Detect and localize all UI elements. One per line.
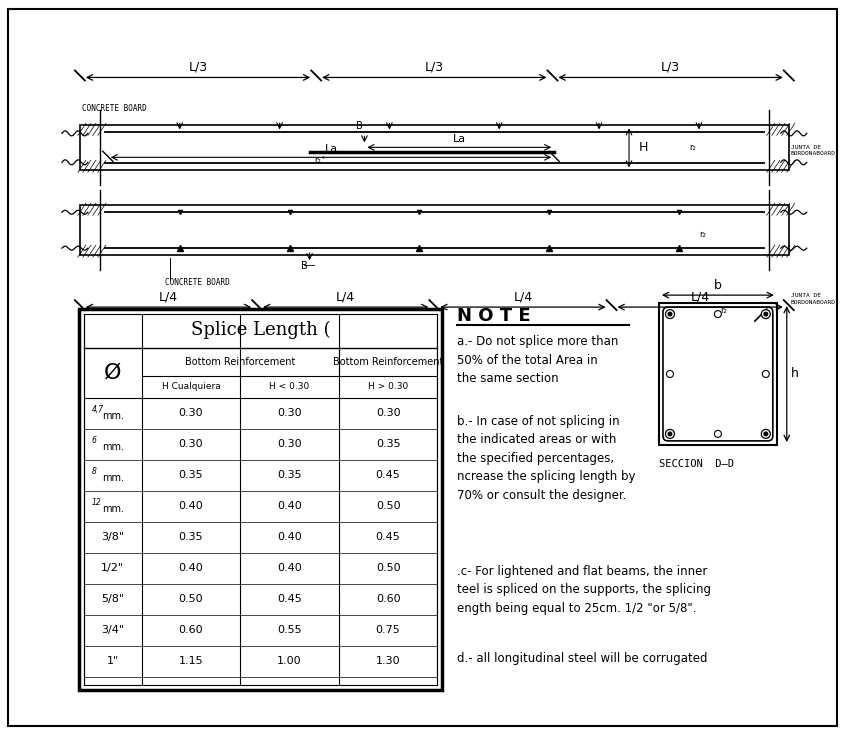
Text: 0.50: 0.50 — [179, 594, 203, 604]
Text: 0.45: 0.45 — [376, 470, 400, 481]
Text: 0.60: 0.60 — [376, 594, 400, 604]
Text: mm.: mm. — [102, 412, 124, 421]
Text: L/3: L/3 — [661, 60, 680, 74]
Bar — [79, 309, 442, 689]
Circle shape — [714, 431, 722, 437]
Text: mm.: mm. — [102, 442, 124, 452]
Text: .c- For lightened and flat beams, the inner
teel is spliced on the supports, the: .c- For lightened and flat beams, the in… — [458, 564, 711, 614]
Text: H Cualquiera: H Cualquiera — [162, 382, 221, 392]
Text: ₁: ₁ — [321, 154, 324, 160]
Text: La: La — [324, 144, 338, 154]
Text: 0.30: 0.30 — [179, 440, 203, 449]
Text: H < 0.30: H < 0.30 — [269, 382, 310, 392]
Text: a.- Do not splice more than
50% of the total Area in
the same section: a.- Do not splice more than 50% of the t… — [458, 335, 618, 385]
Text: SECCION  D–D: SECCION D–D — [659, 459, 734, 469]
Text: Splice Length (: Splice Length ( — [191, 321, 331, 339]
Text: 12: 12 — [92, 498, 102, 507]
Text: H > 0.30: H > 0.30 — [368, 382, 408, 392]
Text: h: h — [791, 368, 799, 381]
Circle shape — [761, 309, 771, 318]
Text: r₂: r₂ — [689, 143, 695, 152]
Bar — [659, 303, 777, 445]
Text: 1.30: 1.30 — [376, 656, 400, 666]
Bar — [80, 205, 788, 255]
Text: 0.30: 0.30 — [179, 409, 203, 418]
Circle shape — [667, 370, 673, 378]
Text: L/4: L/4 — [514, 290, 532, 303]
Text: 3/4": 3/4" — [102, 625, 124, 635]
Text: 0.40: 0.40 — [277, 532, 302, 542]
Text: CONCRETE BOARD: CONCRETE BOARD — [165, 278, 229, 287]
Text: L/4: L/4 — [159, 290, 178, 303]
Text: CONCRETE BOARD: CONCRETE BOARD — [82, 104, 146, 113]
Text: JUNTA DE
BORDONABOARD: JUNTA DE BORDONABOARD — [791, 145, 836, 156]
Circle shape — [666, 429, 674, 438]
Text: 0.60: 0.60 — [179, 625, 203, 635]
Text: 5/8": 5/8" — [102, 594, 124, 604]
Text: r₂: r₂ — [720, 306, 727, 315]
Text: 0.45: 0.45 — [376, 532, 400, 542]
Text: 0.40: 0.40 — [277, 563, 302, 573]
Text: 4,7: 4,7 — [92, 405, 104, 414]
Text: L/3: L/3 — [425, 60, 444, 74]
Text: 0.30: 0.30 — [277, 409, 302, 418]
Text: b: b — [714, 279, 722, 292]
Text: H: H — [639, 141, 648, 154]
Text: 0.40: 0.40 — [179, 501, 203, 512]
Text: L/4: L/4 — [690, 290, 710, 303]
Text: mm.: mm. — [102, 504, 124, 514]
Text: 1/2": 1/2" — [102, 563, 124, 573]
Text: mm.: mm. — [102, 473, 124, 484]
Text: d.- all longitudinal steel will be corrugated: d.- all longitudinal steel will be corru… — [458, 651, 708, 664]
Circle shape — [668, 312, 672, 316]
Text: r₂: r₂ — [315, 157, 321, 165]
Circle shape — [761, 429, 771, 438]
Text: 0.45: 0.45 — [277, 594, 302, 604]
Circle shape — [764, 312, 767, 316]
Text: 0.35: 0.35 — [179, 470, 203, 481]
Text: Bottom Reinforcement: Bottom Reinforcement — [332, 357, 443, 367]
Text: 0.35: 0.35 — [376, 440, 400, 449]
Text: 3/8": 3/8" — [102, 532, 124, 542]
Text: b.- In case of not splicing in
the indicated areas or with
the specified percent: b.- In case of not splicing in the indic… — [458, 415, 636, 502]
Text: B: B — [355, 121, 362, 132]
Text: L/4: L/4 — [336, 290, 355, 303]
Circle shape — [714, 311, 722, 318]
Bar — [84, 314, 437, 684]
Text: 0.40: 0.40 — [277, 501, 302, 512]
Text: 0.30: 0.30 — [376, 409, 400, 418]
Text: N O T E: N O T E — [458, 307, 531, 325]
Text: 0.50: 0.50 — [376, 563, 400, 573]
Text: 6: 6 — [92, 436, 96, 445]
Text: 1.00: 1.00 — [277, 656, 302, 666]
Text: 1.15: 1.15 — [179, 656, 203, 666]
Text: 0.75: 0.75 — [376, 625, 400, 635]
Text: Ø: Ø — [104, 363, 122, 383]
Circle shape — [764, 432, 767, 436]
Text: La: La — [453, 135, 466, 144]
Text: 1": 1" — [107, 656, 119, 666]
Text: 0.40: 0.40 — [179, 563, 203, 573]
Text: 0.35: 0.35 — [179, 532, 203, 542]
Text: B: B — [301, 261, 308, 271]
Text: L/3: L/3 — [189, 60, 207, 74]
Circle shape — [668, 432, 672, 436]
Bar — [80, 126, 788, 171]
Circle shape — [762, 370, 769, 378]
Text: 0.35: 0.35 — [277, 470, 302, 481]
Text: 8: 8 — [92, 467, 96, 476]
Text: r₂: r₂ — [699, 230, 706, 239]
Text: 0.55: 0.55 — [277, 625, 302, 635]
Text: 0.30: 0.30 — [277, 440, 302, 449]
Text: JUNTA DE
BORDONABOARD: JUNTA DE BORDONABOARD — [791, 293, 836, 305]
Text: Bottom Reinforcement: Bottom Reinforcement — [185, 357, 295, 367]
Text: 0.50: 0.50 — [376, 501, 400, 512]
FancyBboxPatch shape — [663, 307, 772, 441]
Circle shape — [666, 309, 674, 318]
